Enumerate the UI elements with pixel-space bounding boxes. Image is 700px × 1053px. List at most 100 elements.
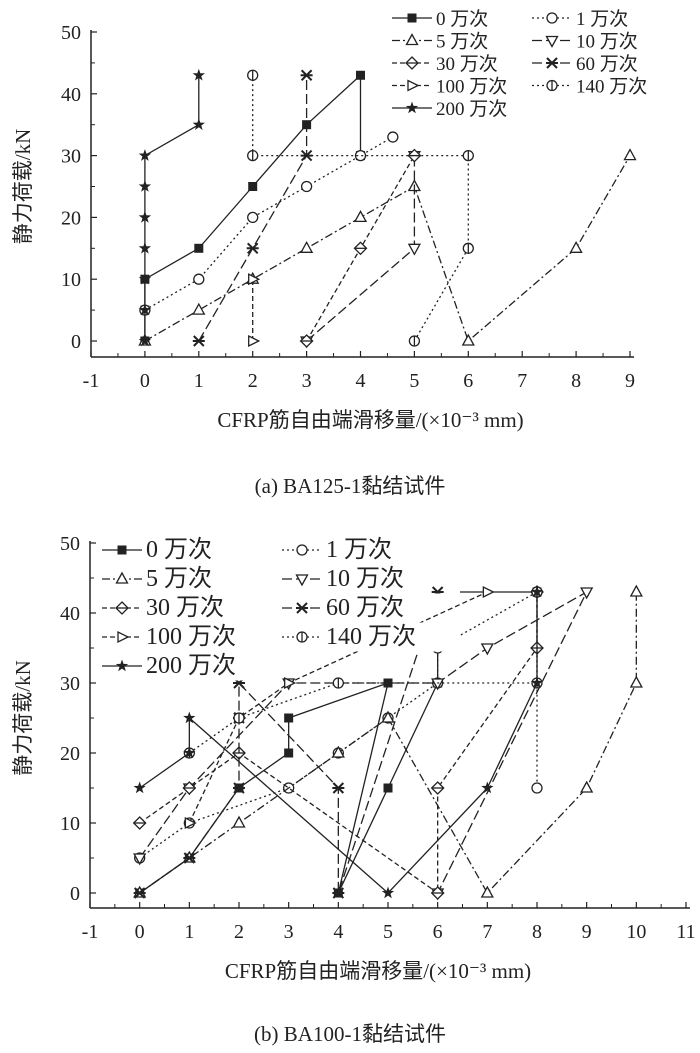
marker-star <box>138 210 152 223</box>
x-tick-label: 4 <box>356 370 366 392</box>
series-2 <box>138 148 637 346</box>
legend-entry: 1 万次 <box>280 535 460 565</box>
legend-bg <box>280 622 460 652</box>
legend-bg <box>530 6 670 30</box>
marker-star <box>183 711 196 724</box>
marker-triangle-right <box>248 273 261 286</box>
legend-entry: 30 万次 <box>100 593 280 623</box>
marker-circle <box>387 131 399 143</box>
x-tick-label: 5 <box>383 921 393 943</box>
y-tick-label: 50 <box>61 22 81 44</box>
marker-circle <box>354 149 367 162</box>
x-tick-label: 2 <box>234 921 244 943</box>
legend-entry: 200 万次 <box>100 651 280 681</box>
series-line <box>139 591 439 894</box>
legend-label: 200 万次 <box>146 652 236 679</box>
marker-triangle-down <box>407 243 421 256</box>
x-tick-label: 2 <box>248 370 258 392</box>
x-tick-label: 3 <box>302 370 312 392</box>
legend-bg <box>530 29 670 52</box>
legend-bg <box>530 74 670 97</box>
x-axis-label: CFRP筋自由端滑移量/(×10⁻³ mm) <box>225 959 531 983</box>
legend-bg <box>390 51 530 75</box>
marker-x <box>332 887 345 899</box>
marker-triangle-right <box>117 630 130 644</box>
x-tick-label: 7 <box>517 370 527 392</box>
legend-label: 10 万次 <box>576 31 638 53</box>
legend-bg <box>390 74 530 97</box>
marker-star <box>183 746 196 759</box>
legend-entry: 10 万次 <box>530 29 670 53</box>
caption-b: (b) BA100-1黏结试件 <box>254 1022 446 1046</box>
y-tick-label: 40 <box>60 603 80 625</box>
x-tick-label: 8 <box>532 921 542 943</box>
legend-label: 0 万次 <box>146 536 212 563</box>
series-8 <box>133 585 544 899</box>
marker-triangle-down <box>431 678 445 691</box>
series-line <box>144 155 631 343</box>
series-6 <box>248 273 261 348</box>
marker-x <box>133 887 146 899</box>
y-tick-label: 0 <box>71 331 81 353</box>
marker-circle <box>300 180 313 193</box>
x-tick-label: -1 <box>82 921 99 943</box>
series-2 <box>133 584 643 898</box>
marker-star <box>192 68 205 81</box>
marker-square <box>248 182 258 191</box>
x-tick-label: 1 <box>184 921 194 943</box>
y-tick-label: 20 <box>60 743 80 765</box>
legend-bg <box>390 29 530 52</box>
series-line <box>139 592 637 895</box>
series-line <box>188 591 488 824</box>
x-tick-label: 9 <box>625 370 635 392</box>
legend-label: 0 万次 <box>436 8 488 30</box>
legend-label: 140 万次 <box>326 623 416 650</box>
marker-x <box>296 602 308 614</box>
y-tick-label: 10 <box>61 269 81 291</box>
y-axis-label: 静力荷载/kN <box>11 660 35 776</box>
marker-x <box>332 782 345 794</box>
x-tick-label: 6 <box>463 370 473 392</box>
legend-entry: 140 万次 <box>530 74 670 98</box>
legend-bg <box>390 96 530 120</box>
marker-star <box>138 303 152 316</box>
legend-label: 30 万次 <box>436 53 498 75</box>
marker-triangle-up <box>461 333 475 346</box>
x-tick-label: 10 <box>626 921 646 943</box>
marker-triangle-right <box>407 79 420 92</box>
marker-triangle-down <box>480 643 494 656</box>
series-line <box>252 75 469 342</box>
x-tick-label: 7 <box>482 921 492 943</box>
series-1 <box>139 131 399 316</box>
marker-triangle-up <box>480 885 494 898</box>
x-tick-label: 6 <box>433 921 443 943</box>
marker-circle <box>193 273 205 285</box>
legend-entry: 60 万次 <box>530 51 670 75</box>
marker-star <box>481 781 494 794</box>
marker-square <box>356 70 365 80</box>
series-4 <box>299 148 422 348</box>
legend-label: 1 万次 <box>326 536 392 563</box>
legend-label: 5 万次 <box>146 565 212 592</box>
legend-label: 5 万次 <box>436 31 488 53</box>
marker-square <box>194 243 204 253</box>
marker-triangle-right <box>284 676 297 690</box>
series-line <box>144 136 394 311</box>
marker-triangle-down <box>295 574 309 587</box>
legend-bg <box>530 51 670 75</box>
marker-x <box>300 69 313 81</box>
legend-bg <box>280 535 460 565</box>
legend-entry: 140 万次 <box>280 622 460 652</box>
legend-entry: 60 万次 <box>280 593 460 623</box>
marker-square <box>284 748 294 758</box>
x-tick-label: 0 <box>135 921 145 943</box>
marker-triangle-up <box>405 33 419 46</box>
series-line <box>144 75 200 341</box>
x-tick-label: 4 <box>333 921 343 943</box>
caption-a: (a) BA125-1黏结试件 <box>254 474 446 498</box>
x-tick-label: -1 <box>83 370 100 392</box>
marker-x <box>192 335 205 347</box>
y-tick-label: 20 <box>61 207 81 229</box>
